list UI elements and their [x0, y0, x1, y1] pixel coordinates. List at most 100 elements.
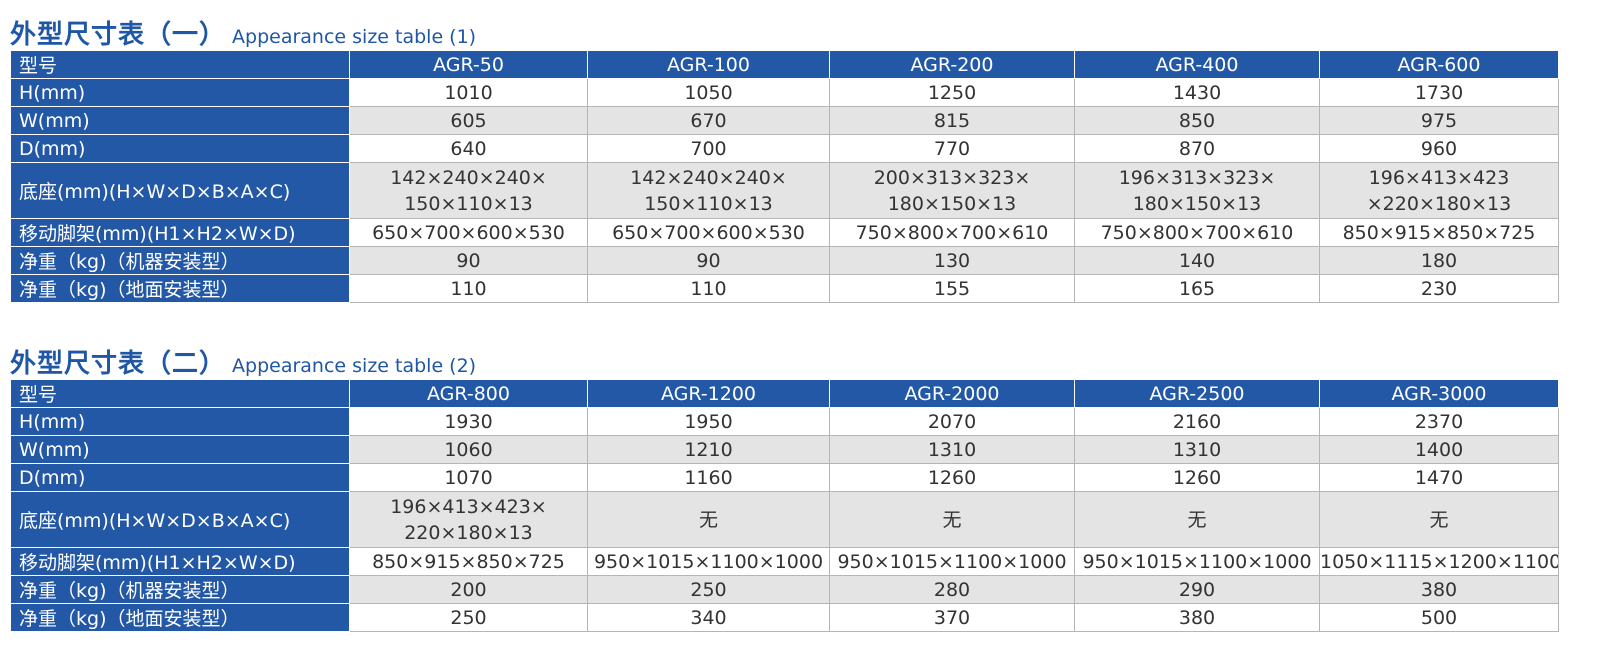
section-title: 外型尺寸表（一） Appearance size table (1): [10, 14, 1559, 50]
table-cell: 155: [829, 274, 1075, 303]
cell-line: ×220×180×13: [1366, 192, 1512, 215]
table-cell: 1010: [349, 78, 588, 107]
row-label: 净重（kg)（地面安装型）: [10, 603, 350, 632]
table-row: 净重（kg)（地面安装型） 250 340 370 380 500: [10, 603, 1559, 632]
cell-line: 无: [1429, 508, 1449, 531]
table-cell: 1310: [1074, 435, 1320, 464]
title-en: Appearance size table (2): [232, 355, 477, 377]
cell-line: 150×110×13: [404, 192, 533, 215]
table-cell: 380: [1074, 603, 1320, 632]
model-header-row: 型号 AGR-800 AGR-1200 AGR-2000 AGR-2500 AGR-300…: [10, 379, 1559, 408]
cell-line: 无: [698, 508, 718, 531]
row-label: 净重（kg)（机器安装型）: [10, 246, 350, 275]
title-en: Appearance size table (1): [232, 26, 477, 48]
table-cell: 1260: [1074, 463, 1320, 492]
cell-line: 180×150×13: [887, 192, 1017, 215]
table-row: W(mm) 605 670 815 850 975: [10, 106, 1559, 135]
table-cell: 770: [829, 134, 1075, 163]
table-cell: 142×240×240× 150×110×13: [587, 162, 830, 219]
table-row: 底座(mm)(H×W×D×B×A×C) 142×240×240× 150×110×1…: [10, 162, 1559, 219]
table-row: 底座(mm)(H×W×D×B×A×C) 196×413×423× 220×180×1…: [10, 491, 1559, 548]
table-cell: 165: [1074, 274, 1320, 303]
table-row: 净重（kg)（地面安装型） 110 110 155 165 230: [10, 274, 1559, 303]
table-cell: 1310: [829, 435, 1075, 464]
table-row: H(mm) 1010 1050 1250 1430 1730: [10, 78, 1559, 107]
table-cell: 无: [1319, 491, 1559, 548]
table-cell: 2070: [829, 407, 1075, 436]
section-title: 外型尺寸表（二） Appearance size table (2): [10, 343, 1559, 379]
cell-line: 无: [942, 508, 962, 531]
table-cell: 110: [587, 274, 830, 303]
table-cell: 850×915×850×725: [1319, 218, 1559, 247]
table-cell: 815: [829, 106, 1075, 135]
cell-line: 142×240×240×: [390, 166, 547, 189]
table-cell: 640: [349, 134, 588, 163]
table-cell: 750×800×700×610: [1074, 218, 1320, 247]
model-name: AGR-2500: [1074, 379, 1320, 408]
header-label: 型号: [10, 50, 350, 79]
model-name: AGR-200: [829, 50, 1075, 79]
table-cell: 1950: [587, 407, 830, 436]
table-cell: 180: [1319, 246, 1559, 275]
table-cell: 250: [349, 603, 588, 632]
model-name: AGR-50: [349, 50, 588, 79]
table-cell: 975: [1319, 106, 1559, 135]
table-cell: 280: [829, 575, 1075, 604]
row-label: W(mm): [10, 435, 350, 464]
row-label: D(mm): [10, 134, 350, 163]
title-zh: 外型尺寸表（二）: [10, 349, 227, 379]
model-header-row: 型号 AGR-50 AGR-100 AGR-200 AGR-400 AGR-600: [10, 50, 1559, 79]
table-cell: 1060: [349, 435, 588, 464]
table-cell: 2160: [1074, 407, 1320, 436]
table-cell: 无: [1074, 491, 1320, 548]
table-cell: 1470: [1319, 463, 1559, 492]
row-label: 移动脚架(mm)(H1×H2×W×D): [10, 547, 350, 576]
table-cell: 250: [587, 575, 830, 604]
row-label: 净重（kg)（机器安装型）: [10, 575, 350, 604]
table-row: 净重（kg)（机器安装型） 200 250 280 290 380: [10, 575, 1559, 604]
table-cell: 1050×1115×1200×1100: [1319, 547, 1559, 576]
row-label: 底座(mm)(H×W×D×B×A×C): [10, 491, 350, 548]
table-row: 移动脚架(mm)(H1×H2×W×D) 650×700×600×530 650×70…: [10, 218, 1559, 247]
header-label: 型号: [10, 379, 350, 408]
cell-line: 无: [1187, 508, 1207, 531]
table-cell: 1050: [587, 78, 830, 107]
table-cell: 130: [829, 246, 1075, 275]
row-label: W(mm): [10, 106, 350, 135]
row-label: 净重（kg)（地面安装型）: [10, 274, 350, 303]
table-cell: 950×1015×1100×1000: [587, 547, 830, 576]
cell-line: 196×313×323×: [1118, 166, 1276, 189]
table-cell: 200: [349, 575, 588, 604]
table-cell: 960: [1319, 134, 1559, 163]
table-cell: 850×915×850×725: [349, 547, 588, 576]
table-cell: 无: [587, 491, 830, 548]
table-cell: 500: [1319, 603, 1559, 632]
row-label: H(mm): [10, 407, 350, 436]
cell-line: 220×180×13: [404, 521, 533, 544]
model-name: AGR-800: [349, 379, 588, 408]
cell-line: 150×110×13: [644, 192, 773, 215]
table-cell: 290: [1074, 575, 1320, 604]
size-table: 型号 AGR-800 AGR-1200 AGR-2000 AGR-2500 AGR-300…: [10, 379, 1559, 632]
table-cell: 142×240×240× 150×110×13: [349, 162, 588, 219]
table-cell: 370: [829, 603, 1075, 632]
table-cell: 750×800×700×610: [829, 218, 1075, 247]
table-cell: 230: [1319, 274, 1559, 303]
table-row: D(mm) 640 700 770 870 960: [10, 134, 1559, 163]
table-cell: 1930: [349, 407, 588, 436]
row-label: 底座(mm)(H×W×D×B×A×C): [10, 162, 350, 219]
table-cell: 670: [587, 106, 830, 135]
model-name: AGR-400: [1074, 50, 1320, 79]
table-cell: 1430: [1074, 78, 1320, 107]
table-cell: 196×313×323× 180×150×13: [1074, 162, 1320, 219]
table-cell: 1160: [587, 463, 830, 492]
row-label: H(mm): [10, 78, 350, 107]
table-cell: 650×700×600×530: [587, 218, 830, 247]
table-cell: 950×1015×1100×1000: [829, 547, 1075, 576]
table-row: H(mm) 1930 1950 2070 2160 2370: [10, 407, 1559, 436]
table-cell: 90: [349, 246, 588, 275]
table-row: W(mm) 1060 1210 1310 1310 1400: [10, 435, 1559, 464]
table-cell: 无: [829, 491, 1075, 548]
table-cell: 110: [349, 274, 588, 303]
model-name: AGR-3000: [1319, 379, 1559, 408]
